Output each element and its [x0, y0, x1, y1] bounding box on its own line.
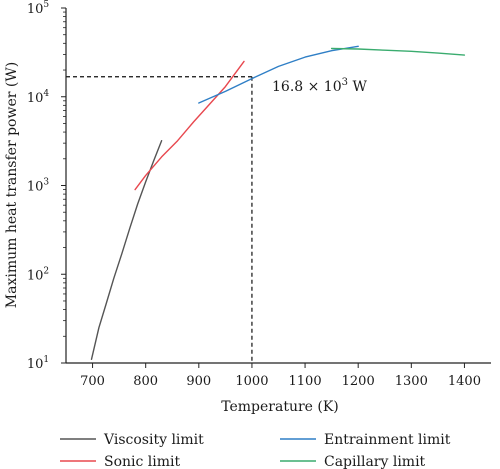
legend-item-sonic: Sonic limit: [60, 454, 181, 469]
y-tick-label: 101: [27, 355, 49, 372]
y-tick-label: 103: [27, 178, 50, 195]
x-tick-label: 900: [186, 374, 211, 389]
legend-label-entrainment: Entrainment limit: [324, 432, 451, 448]
y-tick-base: 10: [27, 268, 44, 283]
axes-frame: [65, 8, 491, 364]
series-viscosity-line: [90, 139, 163, 360]
x-tick-label: 700: [80, 374, 105, 389]
legend-label-sonic: Sonic limit: [104, 454, 181, 469]
legend: Viscosity limit Sonic limit Entrainment …: [60, 432, 451, 469]
plot-marks: [66, 45, 466, 363]
y-tick-base: 10: [27, 91, 44, 106]
x-axis-label: Temperature (K): [221, 399, 339, 415]
x-tick-label: 800: [133, 374, 158, 389]
x-tick-label: 1100: [289, 374, 322, 389]
x-tick-label: 1400: [448, 374, 481, 389]
y-tick-label: 104: [27, 89, 50, 106]
reference-annotation: 16.8 × 103 W: [272, 77, 367, 95]
series-capillary-line: [330, 47, 466, 56]
series-sonic-line: [134, 60, 245, 191]
y-axis-label: Maximum heat transfer power (W): [4, 62, 20, 308]
annotation-exp: 3: [342, 77, 348, 88]
y-tick-base: 10: [27, 180, 44, 195]
series-entrainment-line: [198, 45, 359, 104]
y-tick-exp: 3: [43, 178, 49, 188]
y-tick-label: 105: [27, 0, 50, 17]
annotation-suffix: W: [348, 79, 367, 95]
legend-item-entrainment: Entrainment limit: [280, 432, 451, 448]
y-tick-exp: 4: [43, 89, 49, 99]
x-tick-label: 1000: [235, 374, 268, 389]
y-tick-exp: 5: [43, 0, 49, 10]
y-tick-label: 102: [27, 266, 49, 283]
y-tick-base: 10: [27, 2, 44, 17]
axis-ticks: 700 800 900 1000 1100 1200 1300 140010110210310…: [27, 0, 481, 389]
y-tick-exp: 2: [43, 266, 49, 276]
x-tick-label: 1200: [342, 374, 375, 389]
annotation-prefix: 16.8 × 10: [272, 79, 342, 95]
legend-label-viscosity: Viscosity limit: [103, 432, 204, 448]
x-tick-label: 1300: [395, 374, 428, 389]
legend-item-capillary: Capillary limit: [280, 454, 426, 469]
y-tick-base: 10: [27, 357, 44, 372]
legend-item-viscosity: Viscosity limit: [60, 432, 204, 448]
y-tick-exp: 1: [43, 355, 49, 365]
legend-label-capillary: Capillary limit: [324, 454, 426, 469]
